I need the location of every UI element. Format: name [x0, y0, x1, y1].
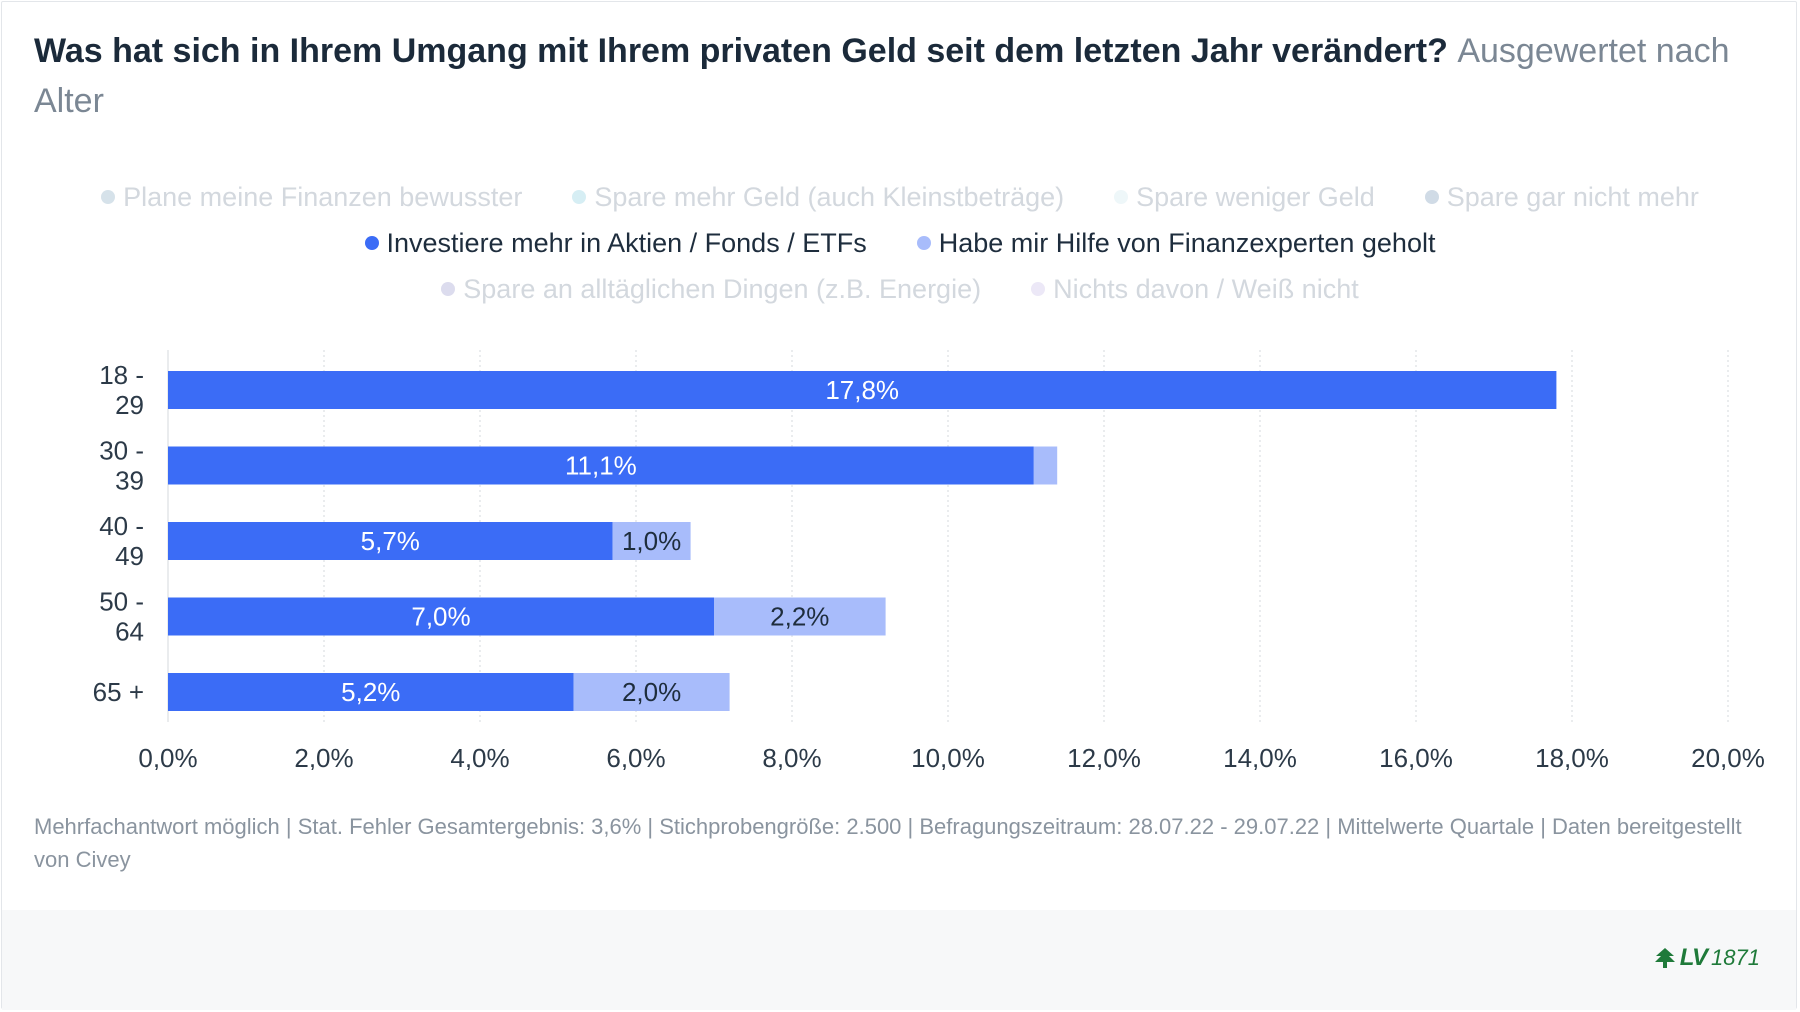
y-tick-label: 65 + [93, 677, 144, 707]
y-tick-label: 29 [115, 390, 144, 420]
legend-label: Spare an alltäglichen Dingen (z.B. Energ… [463, 274, 982, 304]
x-tick-label: 10,0% [911, 743, 985, 770]
x-tick-label: 16,0% [1379, 743, 1453, 770]
data-label: 5,2% [341, 677, 400, 707]
footer-band: LV 1871 [2, 910, 1796, 1010]
legend-dot-icon [101, 190, 116, 204]
data-label: 2,0% [622, 677, 681, 707]
legend-item[interactable]: Spare an alltäglichen Dingen (z.B. Energ… [441, 266, 981, 312]
footer-note: Mehrfachantwort möglich | Stat. Fehler G… [34, 814, 1742, 872]
x-tick-label: 18,0% [1535, 743, 1609, 770]
y-tick-label: 49 [115, 541, 144, 571]
legend-item[interactable]: Nichts davon / Weiß nicht [1031, 266, 1359, 312]
legend-dot-icon [441, 282, 456, 296]
y-tick-label: 18 - [99, 360, 144, 390]
data-label: 17,8% [825, 375, 899, 405]
x-tick-label: 8,0% [762, 743, 821, 770]
legend-row: Investiere mehr in Aktien / Fonds / ETFs… [34, 220, 1766, 266]
bar-chart: 0,0% 2,0% 4,0% 6,0% 8,0% 10,0% 12,0% 14,0% 16,0%… [93, 350, 1765, 770]
y-tick-label: 50 - [99, 587, 144, 617]
legend-dot-icon [916, 236, 931, 250]
legend-dot-icon [364, 236, 379, 250]
bar-segment [168, 371, 1557, 409]
legend-dot-icon [1424, 190, 1439, 204]
x-tick-label: 4,0% [450, 743, 509, 770]
legend-label: Plane meine Finanzen bewusster [123, 182, 523, 212]
lv1871-logo: LV 1871 [1654, 944, 1760, 972]
bar-segment [573, 673, 730, 711]
logo-text: LV [1679, 944, 1708, 971]
data-label: 5,7% [361, 526, 420, 556]
data-label: 7,0% [411, 602, 470, 632]
legend-item[interactable]: Spare weniger Geld [1114, 174, 1375, 220]
data-label: 1,0% [622, 526, 681, 556]
bar-segment [714, 597, 886, 636]
x-tick-label: 14,0% [1223, 743, 1297, 770]
legend-item[interactable]: Spare mehr Geld (auch Kleinstbeträge) [572, 174, 1064, 220]
legend-label: Nichts davon / Weiß nicht [1053, 274, 1359, 304]
chart-title: Was hat sich in Ihrem Umgang mit Ihrem p… [34, 26, 1754, 126]
legend-label: Habe mir Hilfe von Finanzexperten geholt [938, 228, 1436, 258]
y-tick-label: 39 [115, 466, 144, 496]
legend-label: Spare weniger Geld [1136, 182, 1375, 212]
x-tick-label: 6,0% [606, 743, 665, 770]
y-tick-label: 64 [115, 617, 144, 647]
bar-segment [168, 446, 1034, 485]
bar-segment [1033, 446, 1058, 485]
legend-item[interactable]: Investiere mehr in Aktien / Fonds / ETFs [364, 220, 867, 266]
bar-segment [612, 522, 691, 560]
data-label: 2,2% [770, 602, 829, 632]
bar-segment [168, 522, 613, 560]
x-tick-label: 20,0% [1691, 743, 1765, 770]
legend-dot-icon [1031, 282, 1046, 296]
bar-segment [168, 673, 574, 711]
x-tick-label: 0,0% [138, 743, 197, 770]
legend-dot-icon [572, 190, 587, 204]
chart-legend: Plane meine Finanzen bewusster Spare mehr… [34, 174, 1766, 312]
x-tick-label: 2,0% [294, 743, 353, 770]
legend-label: Investiere mehr in Aktien / Fonds / ETFs [386, 228, 867, 258]
legend-label: Spare mehr Geld (auch Kleinstbeträge) [594, 182, 1065, 212]
y-tick-label: 30 - [99, 436, 144, 466]
legend-row: Spare an alltäglichen Dingen (z.B. Energ… [34, 266, 1766, 312]
legend-item[interactable]: Habe mir Hilfe von Finanzexperten geholt [916, 220, 1436, 266]
x-tick-label: 12,0% [1067, 743, 1141, 770]
tree-icon [1654, 948, 1675, 968]
legend-item[interactable]: Spare gar nicht mehr [1424, 174, 1699, 220]
legend-item[interactable]: Plane meine Finanzen bewusster [101, 174, 522, 220]
chart-subtitle: Ausgewertet nach Alter [34, 32, 1730, 120]
legend-label: Spare gar nicht mehr [1446, 182, 1699, 212]
logo-year: 1871 [1711, 945, 1760, 970]
data-label: 11,1% [565, 451, 637, 481]
chart-title-main: Was hat sich in Ihrem Umgang mit Ihrem p… [34, 32, 1448, 70]
y-tick-label: 40 - [99, 511, 144, 541]
bar-segment [168, 597, 714, 636]
legend-row: Plane meine Finanzen bewusster Spare mehr… [34, 174, 1766, 220]
legend-dot-icon [1114, 190, 1129, 204]
